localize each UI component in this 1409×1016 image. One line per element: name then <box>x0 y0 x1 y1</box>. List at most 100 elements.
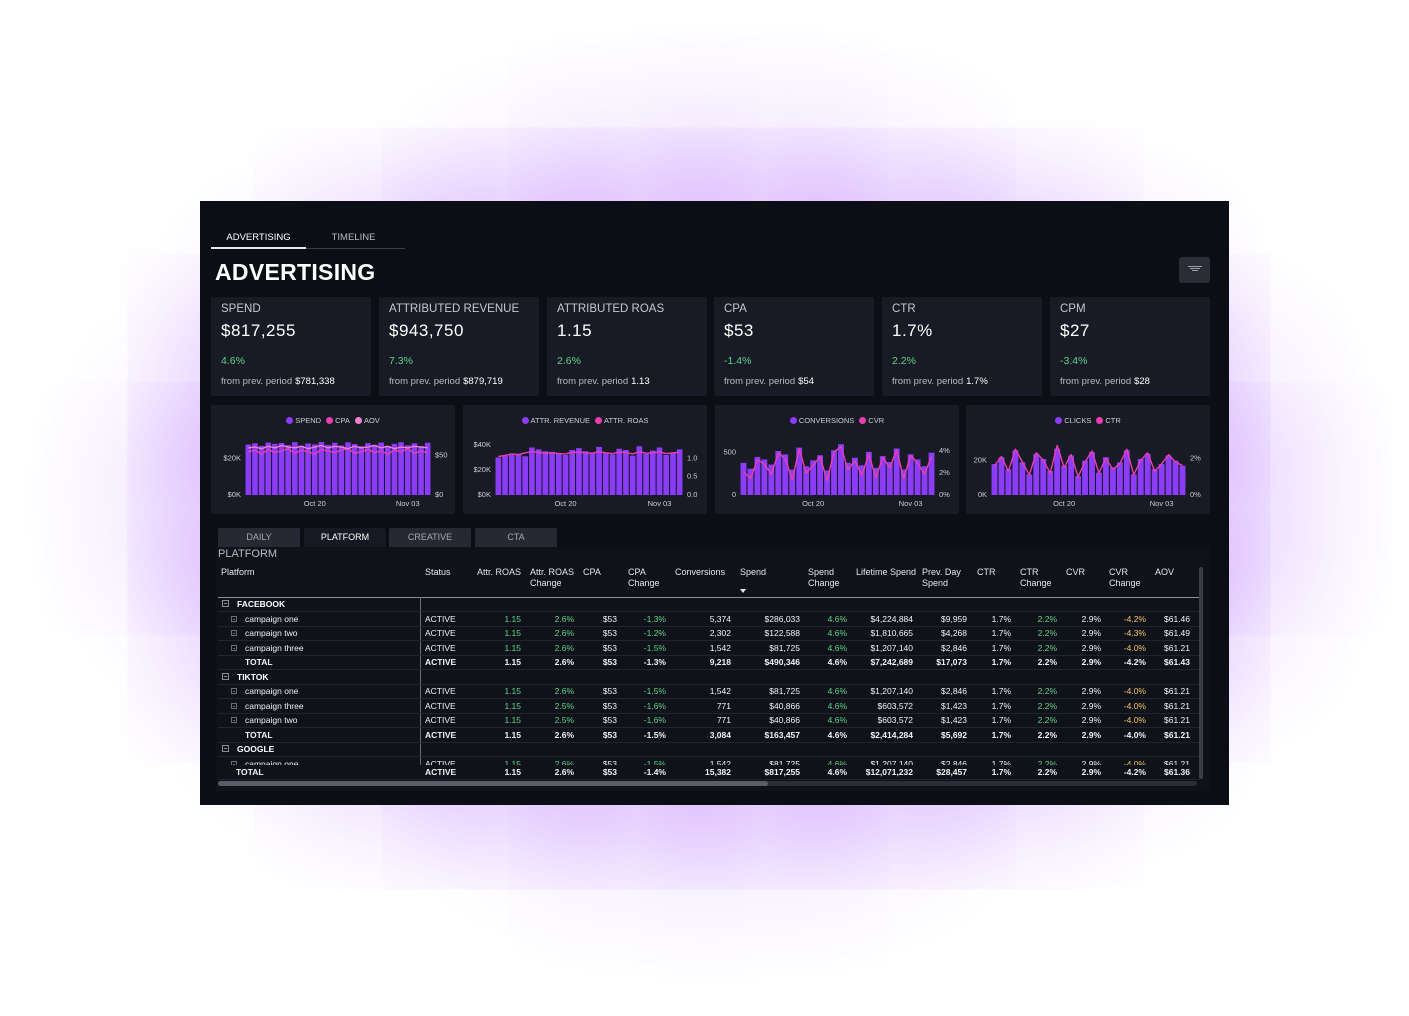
x-tick-label: Nov 03 <box>899 499 923 508</box>
collapse-icon[interactable] <box>222 745 229 752</box>
h-scrollbar-thumb[interactable] <box>218 781 768 786</box>
sub-tab[interactable]: CTA <box>475 528 557 547</box>
chart-card: ATTR. REVENUE ATTR. ROAS $0K $20K $40K 0.0 0.5… <box>463 405 707 514</box>
bar <box>596 446 602 495</box>
table-cell: $53 <box>602 613 617 624</box>
legend-label: AOV <box>363 416 380 425</box>
header-rule <box>218 597 1200 598</box>
table-cell: 1.15 <box>504 657 521 667</box>
column-header: CTR Change <box>1020 567 1052 588</box>
bar <box>391 443 398 495</box>
table-cell: $12,071,232 <box>865 767 913 777</box>
x-tick-label: Oct 20 <box>802 499 824 508</box>
bar <box>411 443 418 495</box>
bar <box>851 457 858 495</box>
bar <box>858 465 865 495</box>
table-cell: -1.6% <box>643 700 666 711</box>
tick-label: $0K <box>478 490 491 499</box>
dashboard: ADVERTISING TIMELINE ADVERTISING SPEND $817,… <box>200 201 1229 805</box>
sub-tab[interactable]: PLATFORM <box>304 528 386 547</box>
table-cell: 2.2% <box>1037 758 1057 766</box>
sub-tab[interactable]: DAILY <box>218 528 300 547</box>
filter-button[interactable] <box>1179 257 1210 283</box>
kpi-label: CPM <box>1060 303 1086 315</box>
bar <box>292 442 298 495</box>
table-cell: $61.46 <box>1164 613 1190 624</box>
table-cell: 1.15 <box>504 642 521 653</box>
bar <box>522 456 529 495</box>
bar <box>1109 467 1116 495</box>
bar <box>542 451 549 495</box>
table-cell: $1,423 <box>941 715 967 725</box>
legend-item: ATTR. REVENUE <box>521 416 590 425</box>
table-cell: 2.2% <box>1037 628 1057 638</box>
table-cell: $817,255 <box>764 767 800 777</box>
bar <box>252 443 258 495</box>
row-rule <box>218 654 1200 656</box>
bar <box>609 454 616 495</box>
table-cell: $2,846 <box>941 758 967 766</box>
bar <box>371 444 378 495</box>
table-cell: 2.2% <box>1037 767 1057 777</box>
tab[interactable]: TIMELINE <box>331 232 376 243</box>
table-cell: 1.7% <box>991 642 1011 653</box>
table-cell: $1,207,140 <box>870 642 913 653</box>
collapse-icon-h <box>224 748 227 749</box>
table-cell: $61.21 <box>1164 729 1190 740</box>
kpi-note-row: from prev. period 1.13 <box>557 376 650 387</box>
chart-card: CLICKS CTR 0K 20K 0% 2% Oct 20 Nov 03 <box>966 405 1210 514</box>
table-cell: ACTIVE <box>425 700 456 711</box>
bar <box>1137 458 1144 495</box>
legend-label: CPA <box>335 416 350 425</box>
bar <box>824 470 830 495</box>
kpi-note: from prev. period <box>389 376 461 387</box>
bar <box>754 456 761 495</box>
kpi-label: ATTRIBUTED ROAS <box>557 303 665 315</box>
bar <box>991 464 998 495</box>
table-cell: ACTIVE <box>425 715 456 725</box>
legend-item: CVR <box>859 416 884 425</box>
table-cell: 2.9% <box>1081 715 1101 725</box>
kpi-prev: $879,719 <box>463 376 503 387</box>
bar <box>865 451 872 495</box>
bar <box>810 460 817 495</box>
table-cell: $1,207,140 <box>870 758 913 766</box>
table-cell: $122,588 <box>764 628 800 638</box>
bar <box>663 455 670 495</box>
table-cell: $2,846 <box>941 686 967 696</box>
table-cell: $603,572 <box>877 715 913 725</box>
sort-arrow <box>740 589 746 593</box>
bar <box>1082 460 1088 495</box>
bar <box>838 444 844 495</box>
column-header: CVR Change <box>1109 567 1141 588</box>
v-scrollbar[interactable] <box>1199 567 1203 779</box>
chart: 0 500 0% 2% 4% Oct 20 Nov 03 <box>723 444 950 508</box>
table-cell: -4.0% <box>1123 700 1146 711</box>
collapse-icon[interactable] <box>222 600 229 607</box>
bar <box>1102 457 1109 495</box>
expand-icon-h <box>233 618 235 620</box>
kpi-prev: 1.7% <box>966 376 988 387</box>
table-cell: 2.5% <box>554 715 574 725</box>
chart-card: CONVERSIONS CVR 0 500 0% 2% 4% Oct 20 Nov 03 <box>715 405 959 514</box>
sub-tab[interactable]: CREATIVE <box>389 528 471 547</box>
tick-label: 0% <box>1190 490 1201 499</box>
bar <box>305 443 311 495</box>
bar <box>747 468 754 495</box>
collapse-icon[interactable] <box>222 672 229 680</box>
tick-label: 0K <box>978 490 987 499</box>
table-cell: $61.36 <box>1164 767 1190 777</box>
bar <box>1144 453 1151 495</box>
bar <box>318 442 325 495</box>
tab[interactable]: ADVERTISING <box>226 232 291 243</box>
legend-label: CTR <box>1105 416 1121 425</box>
legend-dot <box>354 417 362 424</box>
table-cell: 2.5% <box>554 700 574 711</box>
bar <box>529 447 535 495</box>
bar <box>385 445 391 495</box>
table-cell: -4.2% <box>1123 613 1146 624</box>
table-cell: 2.9% <box>1081 613 1101 624</box>
section-title: PLATFORM <box>218 548 278 560</box>
row-rule <box>218 640 1200 641</box>
kpi-note-row: from prev. period $781,338 <box>221 376 335 387</box>
